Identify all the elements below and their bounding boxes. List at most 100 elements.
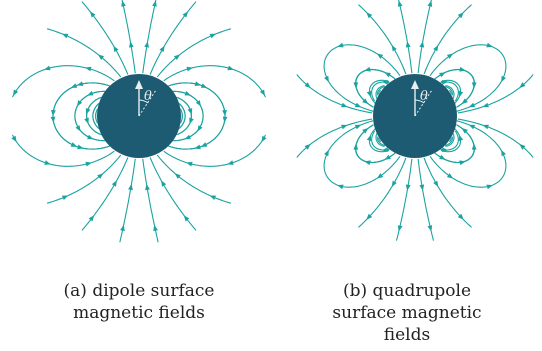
- field-arrow: [459, 160, 466, 166]
- field-line: [355, 124, 396, 163]
- field-arrow: [261, 135, 267, 143]
- field-line: [156, 154, 232, 204]
- field-line: [81, 157, 129, 231]
- field-arrow: [433, 45, 439, 52]
- field-arrow: [324, 75, 329, 83]
- field-arrow: [471, 82, 477, 89]
- field-line: [375, 85, 385, 99]
- field-arrow: [362, 98, 369, 105]
- field-arrow: [76, 81, 84, 86]
- field-line: [440, 79, 462, 104]
- field-arrow: [397, 0, 403, 7]
- field-line: [368, 79, 390, 104]
- quadrupole-caption-line-1: (b) quadrupole: [342, 281, 472, 301]
- dipole-caption-line-1: (a) dipole surface: [63, 281, 215, 301]
- field-arrow: [194, 144, 201, 150]
- field-line: [444, 136, 454, 146]
- field-arrow: [227, 65, 234, 71]
- field-arrow: [145, 183, 150, 191]
- field-line: [92, 104, 100, 130]
- field-arrow: [366, 213, 373, 220]
- field-arrow: [88, 215, 95, 222]
- field-line: [423, 4, 472, 75]
- quadrupole-caption: (b) quadrupole surface magnetic fields: [279, 280, 535, 346]
- field-arrow: [186, 161, 193, 167]
- field-arrow: [376, 173, 384, 179]
- field-line: [376, 136, 386, 146]
- field-arrow: [44, 65, 51, 71]
- field-arrow: [182, 11, 189, 18]
- field-arrow: [354, 102, 362, 108]
- dipole-panel: θ (a) dipole surface magnetic fields: [11, 0, 267, 323]
- field-arrow: [433, 180, 439, 187]
- field-arrow: [337, 184, 344, 190]
- field-arrow: [209, 195, 217, 200]
- field-arrow: [468, 124, 476, 130]
- quadrupole-caption-line-3: fields: [383, 325, 431, 345]
- field-line: [149, 1, 197, 75]
- field-line: [46, 154, 122, 204]
- field-arrow: [11, 135, 17, 143]
- field-arrow: [441, 80, 449, 85]
- field-arrow: [324, 149, 329, 157]
- field-arrow: [458, 90, 464, 98]
- field-line: [434, 69, 475, 108]
- field-arrow: [501, 149, 506, 157]
- field-arrow: [184, 91, 191, 96]
- field-arrow: [77, 100, 83, 107]
- quadrupole-angle-arc: [414, 99, 425, 104]
- field-arrow: [405, 184, 411, 191]
- field-arrow: [486, 42, 493, 48]
- quadrupole-axis-arrowhead: [411, 80, 419, 89]
- field-line: [95, 112, 98, 124]
- dipole-theta-label: θ: [144, 89, 152, 104]
- field-arrow: [519, 143, 526, 150]
- field-arrow: [446, 173, 454, 179]
- field-arrow: [85, 161, 92, 167]
- field-line: [167, 82, 226, 150]
- field-arrow: [186, 66, 193, 72]
- field-arrow: [501, 75, 506, 83]
- field-arrow: [354, 124, 362, 130]
- field-arrow: [259, 89, 265, 96]
- field-line: [358, 4, 407, 75]
- field-arrow: [391, 180, 397, 187]
- field-arrow: [197, 125, 203, 132]
- field-arrow: [87, 134, 94, 140]
- field-arrow: [427, 0, 433, 7]
- field-arrow: [70, 142, 78, 147]
- field-line: [448, 137, 453, 143]
- field-line: [423, 157, 472, 228]
- field-arrow: [128, 183, 133, 191]
- field-arrow: [366, 90, 372, 98]
- quadrupole-caption-line-2: surface magnetic: [332, 303, 482, 323]
- field-arrow: [427, 225, 433, 232]
- field-line: [163, 134, 266, 167]
- field-arrow: [152, 0, 157, 7]
- field-line: [377, 89, 382, 95]
- field-arrow: [341, 124, 348, 130]
- field-line: [46, 28, 122, 78]
- quadrupole-angle-line: [414, 89, 433, 117]
- field-arrow: [461, 127, 468, 134]
- field-arrow: [384, 154, 391, 160]
- field-arrow: [419, 41, 425, 48]
- field-line: [358, 157, 407, 228]
- field-arrow: [337, 42, 344, 48]
- dipole-angle-line: [138, 89, 157, 117]
- field-line: [368, 128, 390, 153]
- field-arrow: [61, 33, 69, 39]
- field-line: [445, 133, 455, 147]
- field-line: [149, 157, 197, 231]
- field-line: [417, 0, 432, 74]
- field-line: [440, 128, 462, 153]
- field-arrow: [366, 134, 372, 142]
- field-line: [86, 97, 102, 136]
- field-arrow: [153, 224, 158, 232]
- field-arrow: [439, 72, 446, 78]
- field-arrow: [353, 143, 359, 150]
- field-arrow: [419, 184, 425, 191]
- field-arrow: [222, 116, 228, 123]
- field-line: [12, 134, 115, 167]
- field-arrow: [405, 41, 411, 48]
